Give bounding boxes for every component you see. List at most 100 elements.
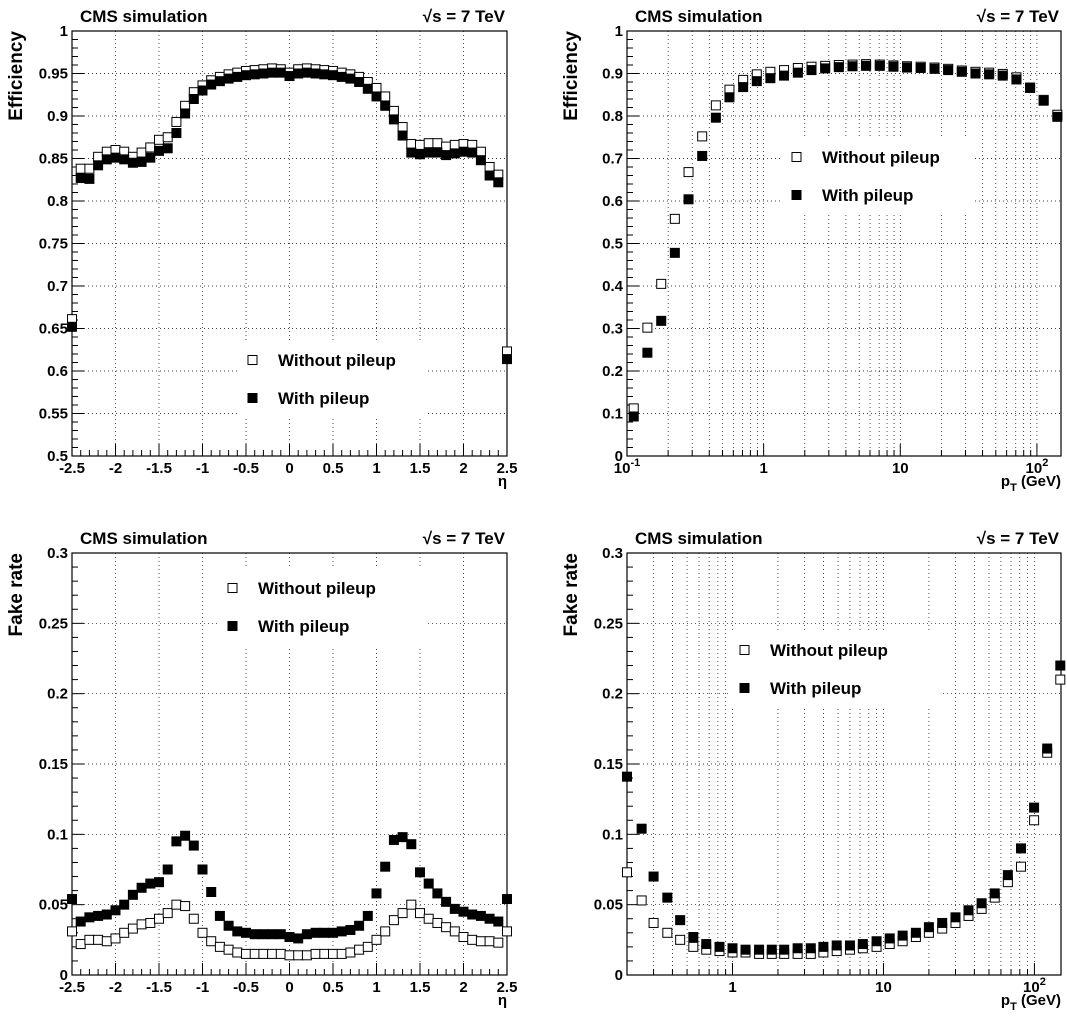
x-tick-label: -1 xyxy=(196,460,209,477)
data-point xyxy=(648,871,659,882)
legend-label: Without pileup xyxy=(258,579,376,598)
y-tick-label: 0.25 xyxy=(594,615,623,632)
y-tick-label: 0.2 xyxy=(47,686,68,703)
data-point xyxy=(910,927,921,938)
data-point xyxy=(397,122,408,133)
legend: Without pileup With pileup xyxy=(730,630,940,708)
data-point xyxy=(458,146,469,157)
x-tick-label: 0 xyxy=(285,460,293,477)
x-tick-label: 2.5 xyxy=(497,460,518,477)
series-with-pileup xyxy=(628,60,1063,422)
header-left: CMS simulation xyxy=(80,529,208,548)
data-point xyxy=(1011,74,1022,85)
y-tick-label: 0.85 xyxy=(39,151,68,168)
data-point xyxy=(249,929,260,940)
x-tick-label: -1 xyxy=(196,979,209,996)
data-point xyxy=(1055,660,1066,671)
data-point xyxy=(388,915,399,926)
data-point xyxy=(293,933,304,944)
data-point xyxy=(714,941,725,952)
data-point xyxy=(675,915,686,926)
data-point xyxy=(406,147,417,158)
header-left: CMS simulation xyxy=(635,529,763,548)
data-point xyxy=(675,934,686,945)
legend-box xyxy=(218,568,428,646)
data-point xyxy=(423,147,434,158)
legend-box xyxy=(730,630,940,708)
data-point xyxy=(449,148,460,159)
data-point xyxy=(806,65,817,76)
data-point xyxy=(258,948,269,959)
data-point xyxy=(458,932,469,943)
data-point xyxy=(997,70,1008,81)
data-point xyxy=(831,940,842,951)
y-tick-label: 0.8 xyxy=(602,108,623,125)
data-point xyxy=(818,941,829,952)
data-point xyxy=(388,834,399,845)
data-point xyxy=(145,142,156,153)
x-tick-label: -1.5 xyxy=(146,460,172,477)
data-point xyxy=(432,888,443,899)
x-tick-label: 1 xyxy=(372,979,380,996)
data-point xyxy=(223,920,234,931)
data-point xyxy=(669,247,680,258)
data-point xyxy=(688,932,699,943)
data-point xyxy=(475,936,486,947)
data-point xyxy=(857,939,868,950)
data-point xyxy=(258,68,269,79)
data-point xyxy=(970,68,981,79)
data-point xyxy=(697,131,708,142)
data-point xyxy=(171,836,182,847)
legend-box xyxy=(782,137,972,215)
data-point xyxy=(267,948,278,959)
data-point xyxy=(206,936,217,947)
series-with-pileup xyxy=(622,660,1066,955)
data-point xyxy=(267,67,278,78)
data-point xyxy=(406,899,417,910)
x-tick-label: -0.5 xyxy=(233,460,259,477)
data-point xyxy=(1025,82,1036,93)
data-point xyxy=(84,912,95,923)
x-tick-label: 0.5 xyxy=(323,460,344,477)
legend-label: Without pileup xyxy=(822,148,940,167)
data-point xyxy=(206,887,217,898)
y-tick-label: 1 xyxy=(60,23,68,40)
y-axis-label: Fake rate xyxy=(561,553,582,636)
data-point xyxy=(371,91,382,102)
x-tick-label: 1 xyxy=(759,460,767,477)
data-point xyxy=(232,926,243,937)
data-point xyxy=(171,116,182,127)
data-point xyxy=(336,926,347,937)
data-point xyxy=(310,68,321,79)
data-point xyxy=(441,150,452,161)
y-tick-label: 1 xyxy=(615,23,623,40)
data-point xyxy=(683,194,694,205)
data-point xyxy=(475,146,486,157)
data-point xyxy=(844,940,855,951)
data-point xyxy=(656,315,667,326)
data-point xyxy=(75,939,86,950)
data-point xyxy=(902,62,913,73)
header-left: CMS simulation xyxy=(635,7,763,26)
y-tick-label: 0.2 xyxy=(602,363,623,380)
data-point xyxy=(310,948,321,959)
data-point xyxy=(884,933,895,944)
data-point xyxy=(656,278,667,289)
data-point xyxy=(145,917,156,928)
data-point xyxy=(258,929,269,940)
data-point xyxy=(449,903,460,914)
data-point xyxy=(792,67,803,78)
data-point xyxy=(119,154,130,165)
y-tick-label: 0.75 xyxy=(39,236,68,253)
data-point xyxy=(67,894,77,905)
x-tick-label: 1 xyxy=(728,979,736,996)
data-point xyxy=(293,68,304,79)
grid xyxy=(627,553,1061,975)
data-point xyxy=(976,898,987,909)
data-point xyxy=(180,108,191,119)
legend: Without pileup With pileup xyxy=(782,137,972,215)
data-point xyxy=(371,934,382,945)
data-point xyxy=(406,839,417,850)
data-point xyxy=(820,63,831,74)
